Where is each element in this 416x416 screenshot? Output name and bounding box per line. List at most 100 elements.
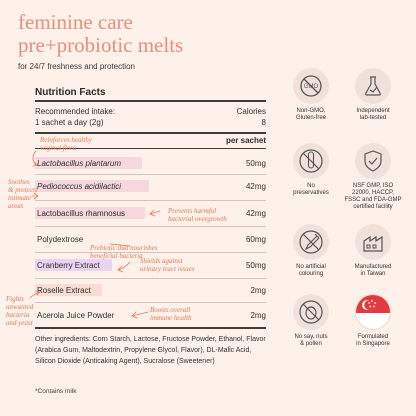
- contains-milk-note: *Contains milk: [35, 388, 77, 395]
- caption-line: Formulated: [357, 334, 389, 340]
- caption-line: Manufactured: [354, 264, 392, 270]
- row-amount-cranberry: 50mg: [245, 261, 266, 270]
- caption-line: preservatives: [293, 190, 329, 196]
- per-sachet-rule: [35, 148, 266, 149]
- note-line: Prebiotic that nourishes: [90, 244, 158, 252]
- caption-line: No: [307, 183, 315, 189]
- arrow-reinforces: [32, 150, 37, 166]
- badge-caption-no-preservatives: No preservatives: [283, 183, 339, 197]
- badge-caption-no-nuts: No say, nuts & pollen: [283, 334, 339, 348]
- page-title-line2: pre+probiotic melts: [18, 33, 184, 57]
- caption-line: Gluten-free: [295, 115, 326, 121]
- caption-line: No artificial: [296, 264, 326, 270]
- arrow-prevents: [149, 210, 161, 215]
- arrow-boosts: [131, 311, 149, 317]
- note-line: bacteria: [6, 311, 30, 319]
- caption-line: certified facility: [353, 204, 393, 210]
- caption-line: 22000, HACCP,: [352, 190, 394, 196]
- svg-text:GMO: GMO: [304, 84, 319, 90]
- note-prevents: Prevents harmful bacterial overgrowth: [168, 207, 227, 223]
- note-line: Soothes: [8, 178, 30, 186]
- arrow-prebiotic: [109, 243, 131, 247]
- page-subtitle: for 24/7 freshness and protection: [18, 62, 135, 71]
- caption-line: FSSC and FDA-GMP: [344, 197, 402, 203]
- calories-value: 8: [261, 118, 266, 127]
- highlight-rhamnosus: [35, 207, 145, 219]
- row-name-cranberry: Cranberry Extract: [37, 261, 100, 270]
- arrow-head: [131, 311, 138, 319]
- badge-caption-no-colouring: No artificial colouring: [283, 264, 339, 278]
- note-line: Fights: [6, 295, 24, 303]
- other-ingredients: Other ingredients: Corn Starch, Lactose,…: [35, 336, 266, 365]
- badge-caption-taiwan: Manufactured in Taiwan: [343, 264, 403, 278]
- row-rule: [35, 226, 266, 227]
- note-line: Boosts overall: [150, 306, 191, 314]
- highlight-roselle: [35, 284, 102, 296]
- note-line: vaginal flora: [40, 144, 77, 152]
- row-amount-polydextrose: 60mg: [245, 235, 266, 244]
- caption-line: in Taiwan: [360, 271, 386, 277]
- heading-rule: [35, 100, 266, 102]
- note-boosts: Boosts overall immune health: [150, 306, 191, 322]
- caption-line: lab-tested: [359, 115, 387, 121]
- note-line: Prevents harmful: [168, 207, 217, 215]
- note-line: Reinforces healthy: [40, 136, 93, 144]
- arrow-head: [32, 161, 38, 167]
- row-name-roselle: Roselle Extract: [37, 286, 91, 295]
- caption-line: colouring: [298, 271, 324, 277]
- caption-line: NSF GMP, ISO: [352, 183, 394, 189]
- row-rule: [35, 252, 266, 253]
- singapore-flag-icon: [355, 294, 391, 330]
- row-rule: [35, 278, 266, 279]
- rows-bottom-rule: [35, 327, 266, 329]
- row-name-acerola: Acerola Juice Powder: [37, 311, 115, 320]
- note-line: urinary tract issues: [140, 265, 195, 273]
- arrow-head: [35, 290, 41, 296]
- caption-line: in Singapore: [356, 341, 390, 347]
- note-soothes: Soothes & protects intimate areas: [8, 178, 38, 210]
- row-amount-rhamnosus: 42mg: [245, 209, 266, 218]
- arrow-head: [117, 265, 124, 273]
- per-sachet-label: per sachet: [225, 136, 266, 145]
- caption-line: No say, nuts: [294, 334, 328, 340]
- note-line: immune health: [150, 314, 192, 322]
- test-tube-icon: [293, 143, 329, 179]
- nutrition-facts-heading: Nutrition Facts: [35, 87, 106, 98]
- shield-check-icon: [355, 143, 391, 179]
- row-name-acidilactici: Pediococcus acidilactici: [37, 182, 122, 191]
- intake-value: 1 sachet a day (2g): [35, 118, 104, 127]
- highlight-acidilactici: [35, 180, 149, 192]
- note-reinforces: Reinforces healthy vaginal flora: [40, 136, 92, 152]
- row-rule: [35, 200, 266, 201]
- caption-line: Non-GMO,: [296, 108, 326, 114]
- badge-caption-singapore: Formulated in Singapore: [343, 334, 403, 348]
- no-nuts-icon: [293, 294, 329, 330]
- note-line: unwanted: [6, 303, 34, 311]
- note-shields: Shields against urinary tract issues: [140, 257, 194, 273]
- row-amount-acidilactici: 42mg: [245, 182, 266, 191]
- row-amount-plantarum: 50mg: [245, 159, 266, 168]
- non-gmo-icon: GMO: [293, 68, 329, 104]
- note-line: beneficial bacteria: [90, 252, 143, 260]
- dropper-icon: [293, 224, 329, 260]
- note-line: bacterial overgrowth: [168, 215, 227, 223]
- badge-caption-lab-tested: Independent lab-tested: [343, 108, 403, 122]
- row-name-plantarum: Lactobacillus plantarum: [37, 159, 122, 168]
- lab-flask-icon: [355, 68, 391, 104]
- note-line: and yeast: [6, 319, 33, 327]
- badge-caption-non-gmo: Non-GMO, Gluten-free: [283, 108, 339, 122]
- note-fights: Fights unwanted bacteria and yeast: [6, 295, 33, 327]
- intake-label: Recommended intake:: [35, 107, 116, 116]
- row-amount-acerola: 2mg: [250, 311, 266, 320]
- arrow-head: [149, 209, 156, 217]
- row-rule: [35, 174, 266, 175]
- row-name-rhamnosus: Lactobacillus rhamnosus: [37, 209, 126, 218]
- note-line: & protects: [8, 186, 38, 194]
- row-name-polydextrose: Polydextrose: [37, 235, 84, 244]
- caption-line: & pollen: [300, 341, 322, 347]
- factory-icon: [355, 224, 391, 260]
- highlight-plantarum: [35, 157, 142, 169]
- arrow-head: [33, 192, 39, 200]
- arrow-shields: [117, 261, 131, 271]
